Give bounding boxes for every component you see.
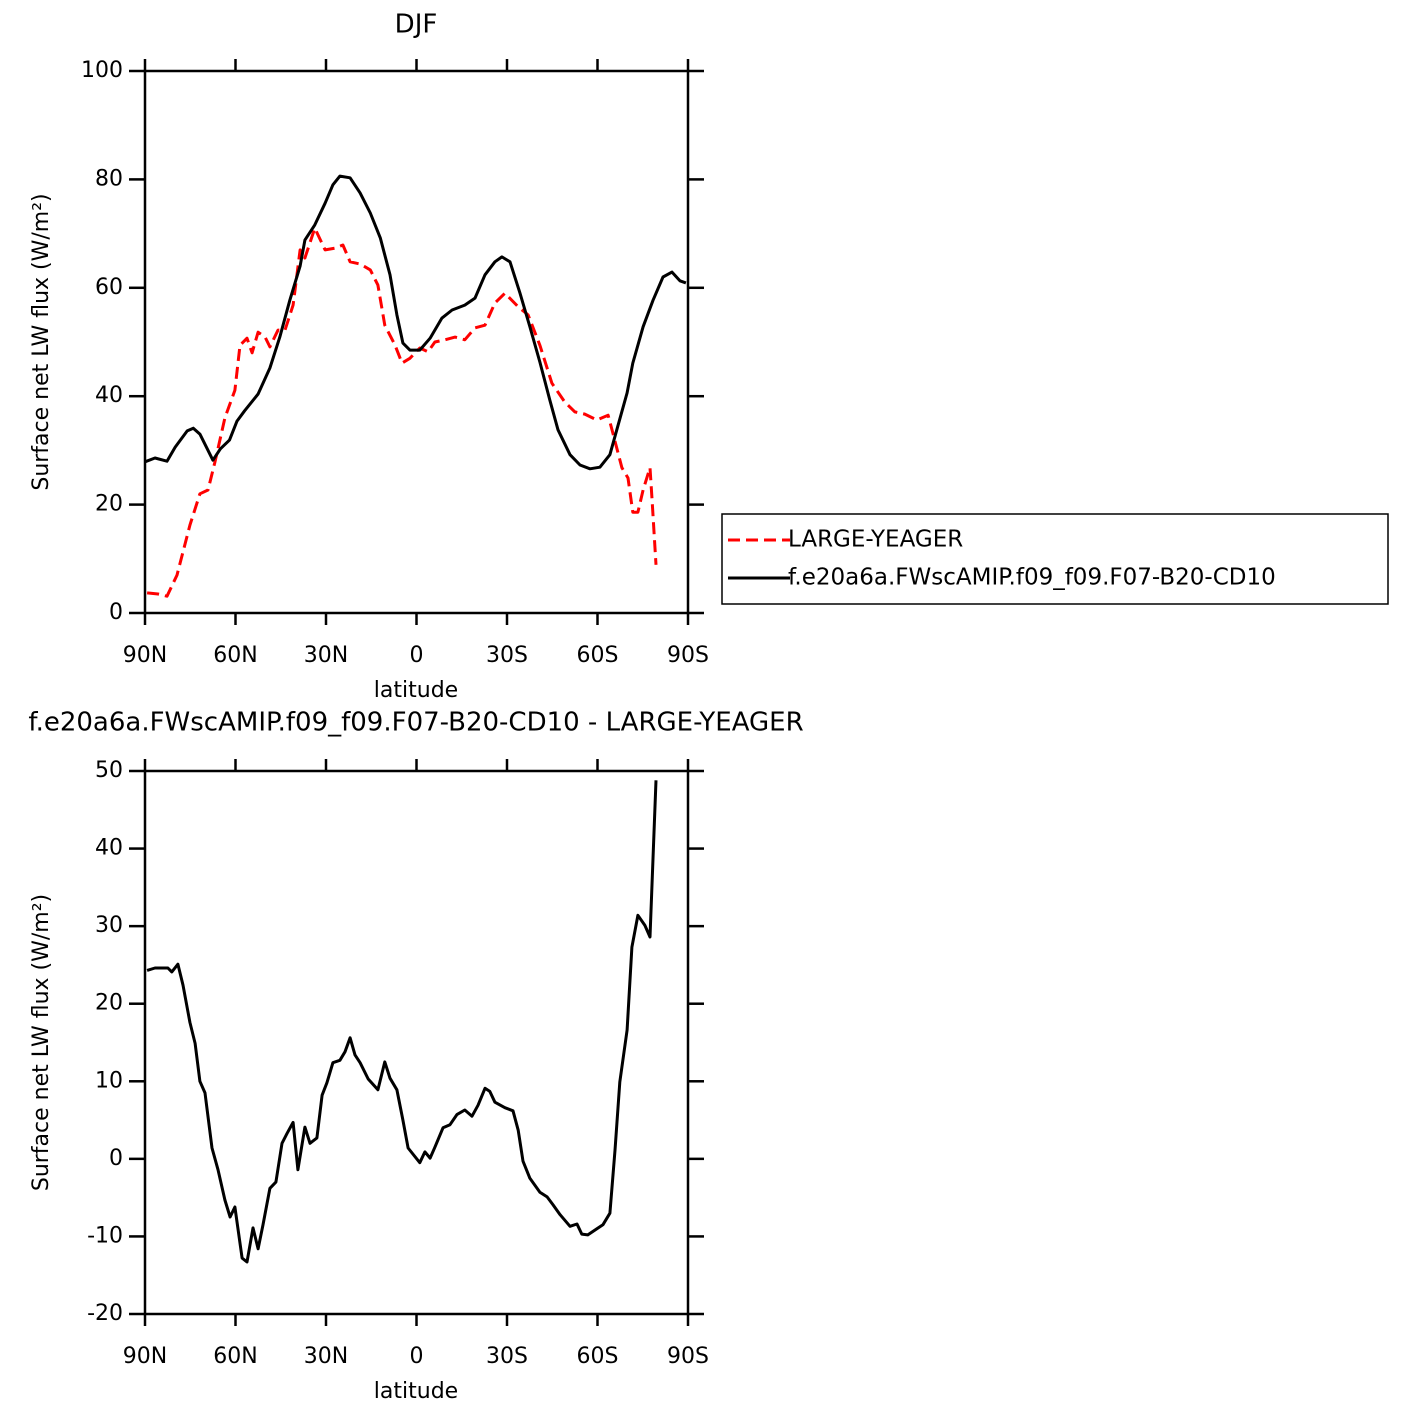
x-tick-label: 30N: [304, 1344, 348, 1369]
y-tick-label: 60: [95, 275, 123, 300]
y-tick-label: 80: [95, 166, 123, 191]
legend-box: [721, 513, 1389, 605]
x-tick-label: 0: [410, 643, 424, 668]
x-tick-label: 60N: [213, 643, 257, 668]
legend-label: f.e20a6a.FWscAMIP.f09_f09.F07-B20-CD10: [788, 565, 1276, 591]
y-tick-label: 100: [81, 58, 123, 83]
x-tick-label: 60S: [577, 643, 619, 668]
legend-label: LARGE-YEAGER: [788, 527, 963, 553]
plot-frame: [143, 769, 690, 1316]
series-line: [146, 780, 658, 1264]
chart-title: DJF: [395, 10, 438, 40]
y-tick-label: 30: [95, 913, 123, 938]
x-tick-label: 90N: [123, 1344, 167, 1369]
x-tick-label: 90S: [667, 1344, 709, 1369]
x-tick-label: 90S: [667, 643, 709, 668]
x-tick-label: 0: [410, 1344, 424, 1369]
chart-title: f.e20a6a.FWscAMIP.f09_f09.F07-B20-CD10 -…: [28, 708, 803, 738]
y-tick-label: -20: [87, 1301, 123, 1326]
x-tick-label: 90N: [123, 643, 167, 668]
y-axis-label: Surface net LW flux (W/m²): [29, 894, 54, 1191]
x-tick-label: 30S: [486, 643, 528, 668]
series-line: [146, 226, 658, 598]
y-tick-label: 50: [95, 758, 123, 783]
y-tick-label: 0: [109, 1146, 123, 1171]
x-axis-label: latitude: [374, 1379, 458, 1404]
y-axis-label: Surface net LW flux (W/m²): [29, 193, 54, 490]
x-tick-label: 30N: [304, 643, 348, 668]
x-tick-label: 60N: [213, 1344, 257, 1369]
plot-frame: [143, 69, 690, 615]
y-tick-label: -10: [87, 1223, 123, 1248]
y-tick-label: 40: [95, 383, 123, 408]
y-tick-label: 20: [95, 991, 123, 1016]
y-tick-label: 0: [109, 600, 123, 625]
y-tick-label: 20: [95, 492, 123, 517]
y-tick-label: 10: [95, 1068, 123, 1093]
x-tick-label: 30S: [486, 1344, 528, 1369]
x-tick-label: 60S: [577, 1344, 619, 1369]
x-axis-label: latitude: [374, 678, 458, 703]
y-tick-label: 40: [95, 836, 123, 861]
series-line: [144, 174, 687, 471]
